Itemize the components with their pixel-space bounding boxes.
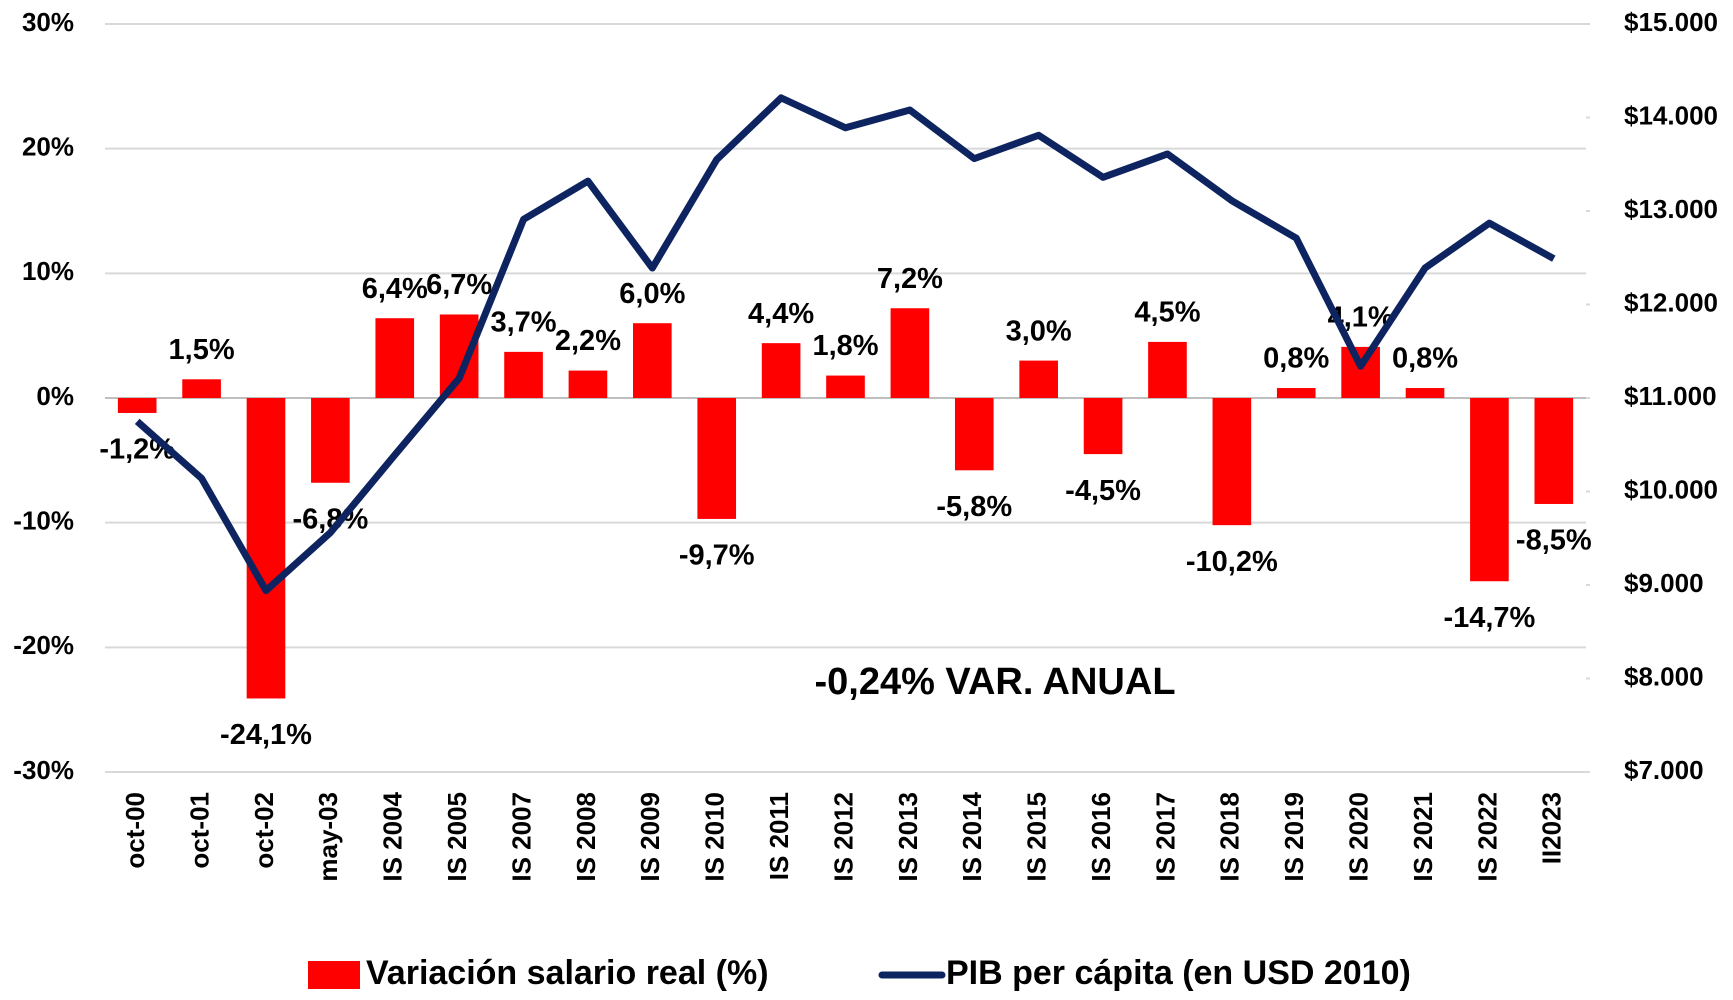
- y-tick-label: 10%: [22, 256, 74, 286]
- data-label: 3,0%: [1006, 315, 1072, 347]
- data-label: 3,7%: [490, 307, 556, 339]
- legend-label: Variación salario real (%): [366, 954, 769, 992]
- x-tick-label: oct-01: [184, 792, 214, 869]
- line-series: [134, 94, 1556, 595]
- x-tick-label: IS 2007: [506, 792, 536, 882]
- bar: [954, 398, 994, 471]
- data-label: 4,4%: [748, 298, 814, 330]
- data-label: 6,7%: [426, 269, 492, 301]
- legend-swatch: [308, 961, 360, 989]
- data-label: -4,5%: [1065, 475, 1141, 507]
- data-label: 1,5%: [169, 334, 235, 366]
- y-tick-label: 0%: [36, 381, 74, 411]
- bar: [246, 398, 286, 699]
- x-tick-label: IS 2020: [1344, 792, 1374, 882]
- bar: [568, 370, 608, 398]
- bar: [1405, 388, 1445, 398]
- bar: [1019, 360, 1058, 398]
- y2-tick-label: $10.000: [1624, 474, 1718, 504]
- x-tick-label: IS 2017: [1150, 792, 1180, 882]
- data-label: 0,8%: [1392, 343, 1458, 375]
- x-tick-label: IS 2021: [1408, 792, 1438, 882]
- bar: [1276, 388, 1316, 398]
- x-tick-label: oct-02: [249, 792, 279, 869]
- bar: [182, 379, 221, 398]
- x-tick-label: IS 2009: [635, 792, 665, 882]
- y-tick-label: -30%: [13, 755, 74, 785]
- data-label: 2,2%: [555, 325, 621, 357]
- bar: [311, 398, 350, 483]
- data-label: 0,8%: [1263, 343, 1329, 375]
- bar: [761, 343, 801, 398]
- data-label: -14,7%: [1443, 602, 1535, 634]
- bar: [1212, 398, 1252, 526]
- x-tick-label: II2023: [1537, 792, 1567, 864]
- x-tick-label: IS 2005: [442, 792, 472, 882]
- bar: [375, 318, 415, 398]
- data-label: -5,8%: [936, 491, 1012, 523]
- bar: [1470, 398, 1509, 582]
- legend-label: PIB per cápita (en USD 2010): [946, 954, 1411, 992]
- y2-tick-label: $13.000: [1624, 194, 1718, 224]
- x-tick-label: IS 2015: [1022, 792, 1052, 882]
- y2-tick-label: $14.000: [1624, 100, 1718, 130]
- x-tick-label: IS 2008: [571, 792, 601, 882]
- x-tick-label: IS 2016: [1086, 792, 1116, 882]
- bar: [697, 398, 737, 519]
- data-label: 7,2%: [877, 263, 943, 295]
- data-label: 4,5%: [1134, 297, 1200, 329]
- x-tick-label: IS 2014: [957, 791, 987, 881]
- y2-tick-label: $12.000: [1624, 287, 1718, 317]
- bar: [633, 323, 672, 398]
- x-tick-label: oct-00: [120, 792, 150, 869]
- data-label: -10,2%: [1186, 546, 1278, 578]
- y2-tick-label: $8.000: [1624, 661, 1704, 691]
- bar: [826, 375, 865, 398]
- y-tick-label: 30%: [22, 7, 74, 37]
- data-label: 6,4%: [362, 273, 428, 305]
- x-tick-label: IS 2018: [1215, 792, 1245, 882]
- bar: [504, 351, 543, 398]
- x-tick-label: IS 2004: [378, 791, 408, 881]
- bar: [117, 398, 157, 413]
- bar: [1341, 346, 1380, 398]
- y-tick-label: -10%: [13, 506, 74, 536]
- y-tick-label: -20%: [13, 630, 74, 660]
- data-label: 6,0%: [619, 278, 685, 310]
- bar: [890, 308, 930, 398]
- x-tick-label: may-03: [313, 792, 343, 882]
- bar: [1083, 398, 1123, 455]
- data-label: -1,2%: [99, 434, 175, 466]
- data-label: -9,7%: [679, 540, 755, 572]
- data-label: -8,5%: [1516, 525, 1592, 557]
- y2-tick-label: $15.000: [1624, 7, 1718, 37]
- y2-tick-label: $9.000: [1624, 568, 1704, 598]
- y2-tick-label: $11.000: [1624, 381, 1717, 411]
- y-tick-label: 20%: [22, 132, 74, 162]
- data-label: -24,1%: [220, 719, 312, 751]
- x-tick-label: IS 2012: [828, 792, 858, 882]
- bar: [1148, 341, 1187, 398]
- x-tick-label: IS 2022: [1472, 792, 1502, 882]
- x-tick-label: IS 2011: [764, 792, 794, 880]
- annotation: -0,24% VAR. ANUAL: [814, 661, 1175, 703]
- bar: [1534, 398, 1574, 504]
- x-tick-label: IS 2013: [893, 792, 923, 882]
- y2-tick-label: $7.000: [1624, 755, 1704, 785]
- x-tick-label: IS 2010: [700, 792, 730, 882]
- data-label: 1,8%: [812, 330, 878, 362]
- bar: [439, 314, 479, 398]
- x-tick-label: IS 2019: [1279, 792, 1309, 882]
